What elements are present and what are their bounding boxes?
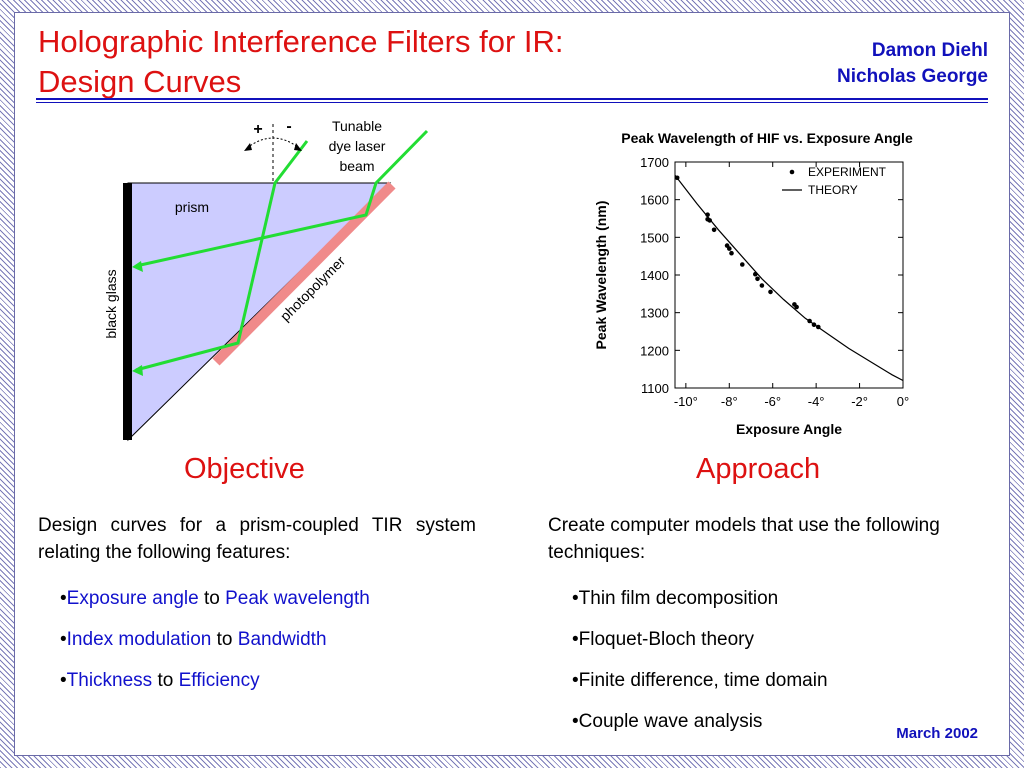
objective-term-b: Peak wavelength xyxy=(225,588,370,609)
objective-section: Design curves for a prism-coupled TIR sy… xyxy=(38,512,476,701)
experiment-point xyxy=(816,324,821,330)
x-tick-label: -8° xyxy=(721,394,738,409)
y-tick-label: 1300 xyxy=(640,306,669,321)
y-tick-label: 1400 xyxy=(640,268,669,283)
experiment-point xyxy=(727,246,732,251)
prism-label: prism xyxy=(175,199,209,215)
objective-term-a: Exposure angle xyxy=(66,588,199,609)
experiment-point xyxy=(705,212,710,217)
laser-beams xyxy=(135,129,429,372)
title-line-1: Holographic Interference Filters for IR: xyxy=(38,24,564,59)
list-item: •Couple wave analysis xyxy=(572,711,763,732)
objective-intro: Design curves for a prism-coupled TIR sy… xyxy=(38,515,476,563)
list-item: •Floquet-Bloch theory xyxy=(572,629,754,650)
experiment-point xyxy=(811,322,817,328)
y-tick-label: 1200 xyxy=(640,343,669,358)
x-tick-label: -4° xyxy=(808,394,825,409)
list-item: •Thin film decomposition xyxy=(572,588,779,609)
chart-plot-frame xyxy=(674,161,904,389)
author-2: Nicholas George xyxy=(837,66,988,87)
beam-label-line-1: Tunable xyxy=(332,118,382,134)
chart-title: Peak Wavelength of HIF vs. Exposure Angl… xyxy=(621,130,913,146)
objective-list: •Exposure angle to Peak wavelength •Inde… xyxy=(38,578,476,701)
x-tick-label: 0° xyxy=(897,394,909,409)
experiment-point xyxy=(807,318,812,324)
title-line-2: Design Curves xyxy=(38,64,242,99)
list-item: •Index modulation to Bandwidth xyxy=(60,629,327,650)
experiment-point xyxy=(707,218,712,223)
y-tick-label: 1100 xyxy=(641,381,669,396)
experiment-point xyxy=(674,175,680,181)
x-tick-label: -6° xyxy=(764,394,781,409)
angle-minus-label: - xyxy=(286,118,291,135)
black-glass-label: black glass xyxy=(103,269,119,338)
objective-term-b: Bandwidth xyxy=(237,629,327,650)
beam-label-line-3: beam xyxy=(339,158,374,174)
x-tick-label: -2° xyxy=(851,394,868,409)
objective-heading: Objective xyxy=(184,453,305,485)
angle-plus-label: + xyxy=(253,121,262,138)
beam-arrow-2 xyxy=(132,261,143,272)
objective-term-b: Efficiency xyxy=(178,670,260,691)
experiment-point xyxy=(753,271,758,277)
chart-x-axis-label: Exposure Angle xyxy=(736,421,842,437)
beam-arrow-1 xyxy=(132,365,143,376)
y-tick-label: 1600 xyxy=(640,193,669,208)
angle-arrow-right xyxy=(294,143,302,151)
beam-path-1 xyxy=(135,140,309,372)
footer-date: March 2002 xyxy=(896,725,978,742)
experiment-point xyxy=(740,262,745,267)
approach-intro: Create computer models that use the foll… xyxy=(548,515,940,563)
legend-experiment-marker xyxy=(789,169,795,175)
objective-connector: to xyxy=(203,588,220,609)
y-tick-label: 1500 xyxy=(640,230,669,245)
theory-series-line xyxy=(674,174,904,382)
x-tick-label: -10° xyxy=(674,394,698,409)
approach-list: •Thin film decomposition •Floquet-Bloch … xyxy=(548,578,948,742)
list-item: •Exposure angle to Peak wavelength xyxy=(60,588,370,609)
slide-title: Holographic Interference Filters for IR:… xyxy=(38,22,564,102)
experiment-point xyxy=(768,289,773,295)
approach-section: Create computer models that use the foll… xyxy=(548,512,948,742)
objective-term-a: Thickness xyxy=(66,670,153,691)
legend-theory-label: THEORY xyxy=(808,183,858,197)
author-1: Damon Diehl xyxy=(871,40,988,61)
black-glass xyxy=(123,183,132,440)
legend-experiment-label: EXPERIMENT xyxy=(808,165,887,179)
experiment-point xyxy=(755,276,760,282)
y-tick-label: 1700 xyxy=(640,155,669,170)
angle-arc xyxy=(246,137,300,149)
objective-connector: to xyxy=(157,670,174,691)
beam-label-line-2: dye laser xyxy=(329,138,386,154)
angle-arrow-left xyxy=(244,143,252,151)
experiment-point xyxy=(794,304,799,310)
beam-path-2 xyxy=(135,129,429,268)
list-item: •Thickness to Efficiency xyxy=(60,670,260,691)
title-rule-thin xyxy=(36,102,988,103)
experiment-point xyxy=(729,250,734,256)
title-rule xyxy=(36,98,988,100)
list-item: •Finite difference, time domain xyxy=(572,670,828,691)
chart-y-axis-label: Peak Wavelength (nm) xyxy=(593,201,609,350)
objective-connector: to xyxy=(216,629,233,650)
authors: Damon Diehl Nicholas George xyxy=(837,38,988,90)
experiment-point xyxy=(759,283,765,288)
experiment-point xyxy=(711,227,717,233)
approach-heading: Approach xyxy=(696,453,821,485)
objective-term-a: Index modulation xyxy=(66,629,212,650)
